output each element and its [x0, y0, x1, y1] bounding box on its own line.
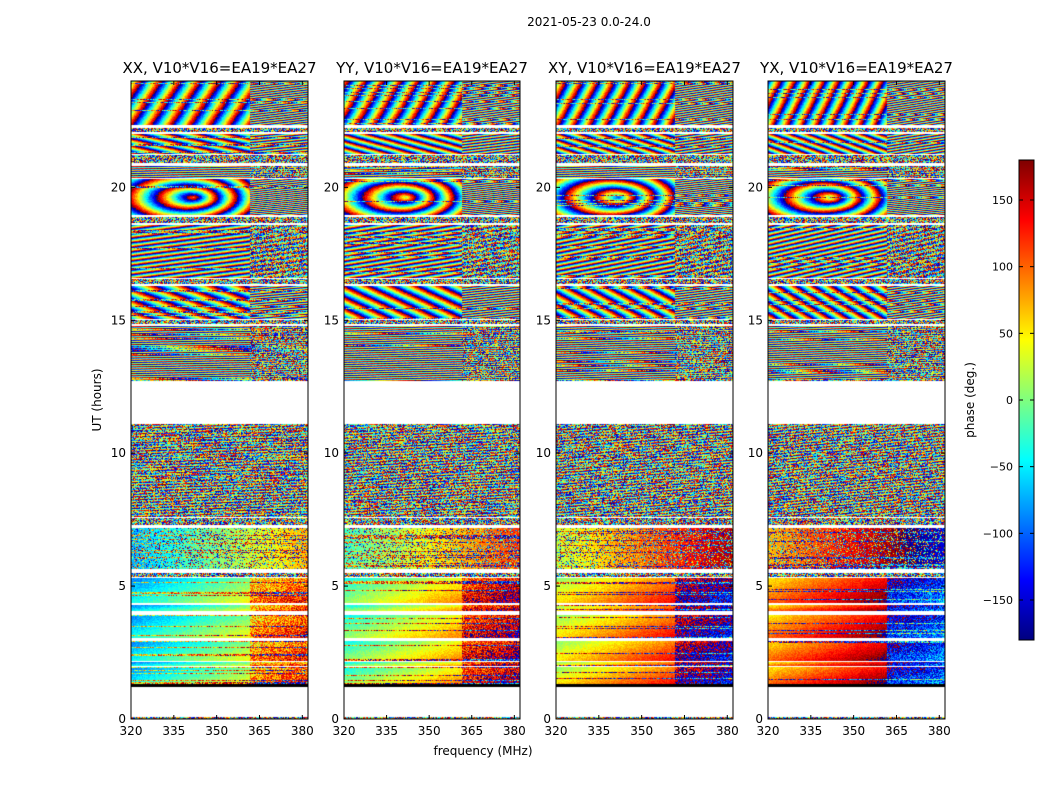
y-tick-label: 20	[748, 180, 763, 194]
x-tick-label: 320	[120, 724, 143, 738]
x-tick-label: 365	[460, 724, 483, 738]
x-tick-label: 335	[162, 724, 185, 738]
y-tick-label: 5	[543, 579, 551, 593]
panel-title: YY, V10*V16=EA19*EA27	[335, 59, 528, 77]
phase-heatmap	[131, 81, 308, 719]
phase-heatmap	[768, 81, 945, 719]
x-tick-label: 380	[503, 724, 526, 738]
y-tick-label: 5	[331, 579, 339, 593]
x-tick-label: 320	[545, 724, 568, 738]
figure-suptitle: 2021-05-23 0.0-24.0	[527, 15, 651, 29]
y-tick-label: 0	[331, 712, 339, 726]
y-tick-label: 20	[536, 180, 551, 194]
panel-2: XY, V10*V16=EA19*EA27 320 335 350 365 380 0 5 10…	[536, 59, 741, 738]
y-tick-label: 15	[324, 313, 339, 327]
x-tick-label: 350	[842, 724, 865, 738]
colorbar-tick-label: −50	[990, 461, 1013, 474]
axes-frame	[555, 80, 734, 720]
y-tick-label: 10	[111, 446, 126, 460]
colorbar-tick-label: −150	[983, 594, 1013, 607]
y-tick-label: 0	[543, 712, 551, 726]
x-tick-label: 335	[587, 724, 610, 738]
y-tick-label: 0	[118, 712, 126, 726]
y-tick-label: 15	[748, 313, 763, 327]
colorbar: 150 100 50 0 −50 −100 −150 phase (deg.)	[963, 159, 1035, 641]
axes-frame	[343, 80, 521, 720]
x-tick-label: 365	[885, 724, 908, 738]
y-tick-label: 15	[536, 313, 551, 327]
x-tick-label: 320	[333, 724, 356, 738]
y-tick-label: 10	[324, 446, 339, 460]
x-axis-label: frequency (MHz)	[433, 744, 532, 758]
y-tick-label: 5	[755, 579, 763, 593]
panel-title: XX, V10*V16=EA19*EA27	[122, 59, 316, 77]
y-axis-label: UT (hours)	[90, 368, 104, 431]
phase-heatmap	[344, 81, 520, 719]
panel-title: YX, V10*V16=EA19*EA27	[759, 59, 953, 77]
y-tick-label: 10	[536, 446, 551, 460]
colorbar-tick-label: −100	[983, 527, 1013, 540]
y-tick-label: 0	[755, 712, 763, 726]
colorbar-label: phase (deg.)	[963, 362, 977, 438]
x-tick-label: 350	[205, 724, 228, 738]
x-tick-label: 365	[673, 724, 696, 738]
x-tick-label: 350	[630, 724, 653, 738]
x-tick-label: 350	[418, 724, 441, 738]
x-tick-label: 365	[248, 724, 271, 738]
colorbar-tick-label: 50	[999, 327, 1013, 340]
y-tick-label: 20	[111, 180, 126, 194]
panel-0: XX, V10*V16=EA19*EA27 320 335 350 365 380 0 5 10…	[90, 59, 317, 738]
colorbar-tick-label: 100	[992, 261, 1013, 274]
panel-1: YY, V10*V16=EA19*EA27 320 335 350 365 380 0 5 10…	[324, 59, 533, 758]
panel-3: YX, V10*V16=EA19*EA27 320 335 350 365 380 0 5 10…	[748, 59, 953, 738]
y-tick-label: 10	[748, 446, 763, 460]
x-tick-label: 335	[375, 724, 398, 738]
x-tick-label: 380	[291, 724, 314, 738]
y-tick-label: 20	[324, 180, 339, 194]
x-tick-label: 335	[799, 724, 822, 738]
phase-heatmap	[556, 81, 733, 719]
x-tick-label: 380	[716, 724, 739, 738]
axes-frame	[130, 80, 309, 720]
y-tick-label: 15	[111, 313, 126, 327]
x-tick-label: 380	[928, 724, 951, 738]
panels-group: XX, V10*V16=EA19*EA27 320 335 350 365 380 0 5 10…	[90, 59, 953, 758]
colorbar-tick-label: 0	[1006, 394, 1013, 407]
axes-frame	[767, 80, 946, 720]
panel-title: XY, V10*V16=EA19*EA27	[548, 59, 741, 77]
colorbar-tick-label: 150	[992, 194, 1013, 207]
y-tick-label: 5	[118, 579, 126, 593]
x-tick-label: 320	[757, 724, 780, 738]
